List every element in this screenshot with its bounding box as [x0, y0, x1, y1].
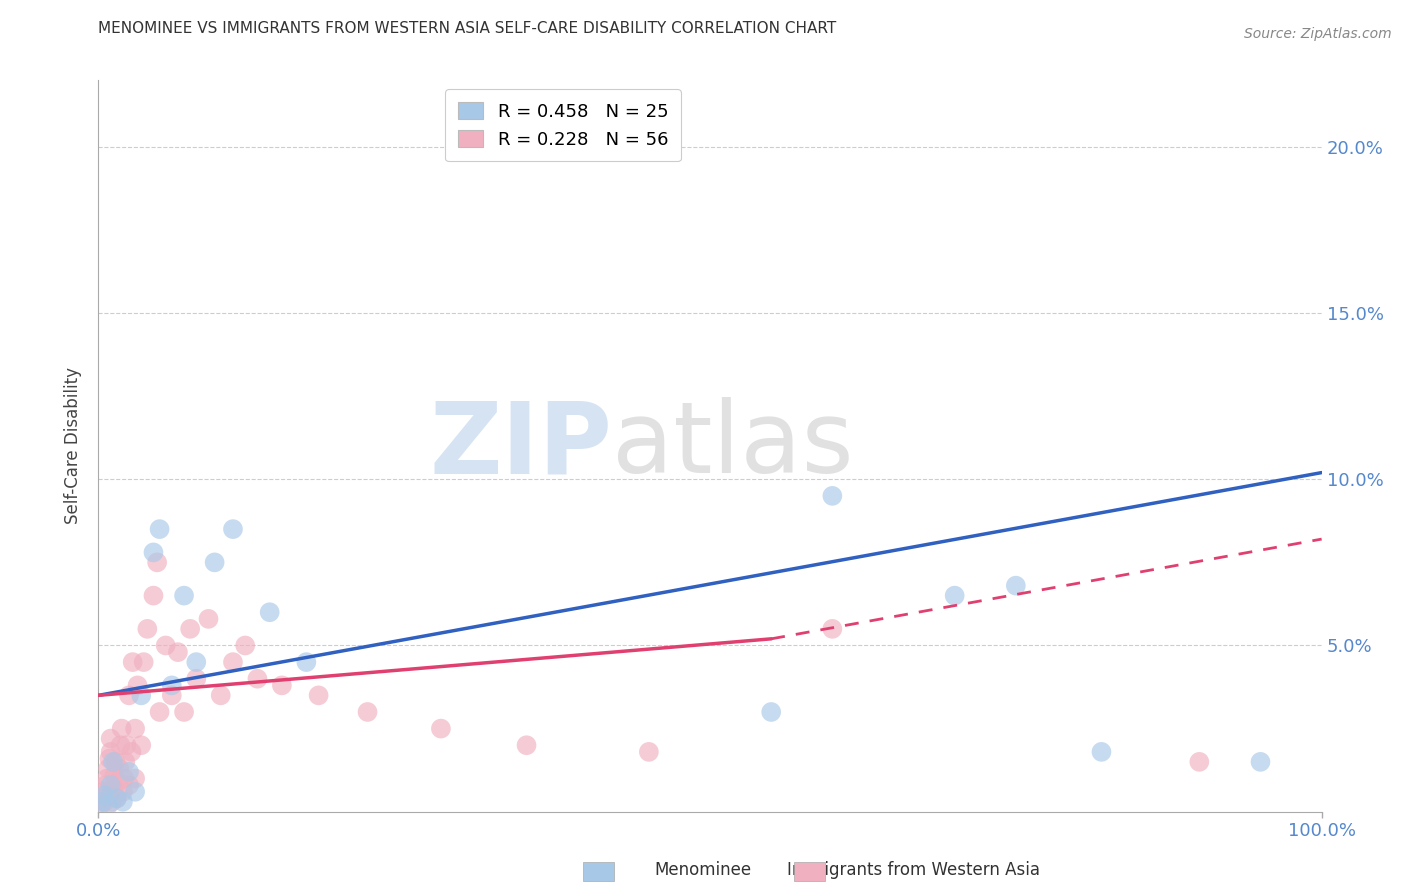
Point — [146, 555, 169, 569]
Point — [105, 791, 128, 805]
Point — [197, 612, 219, 626]
Point — [118, 764, 141, 779]
Point — [222, 522, 245, 536]
Point — [103, 768, 125, 782]
Point — [111, 722, 134, 736]
Point — [142, 545, 165, 559]
Point — [186, 655, 208, 669]
Point — [173, 705, 195, 719]
Point — [118, 778, 141, 792]
Point — [173, 589, 195, 603]
Point — [160, 678, 183, 692]
Text: Immigrants from Western Asia: Immigrants from Western Asia — [787, 861, 1040, 879]
Point — [430, 722, 453, 736]
Point — [100, 745, 122, 759]
Point — [118, 689, 141, 703]
Point — [91, 791, 114, 805]
Point — [112, 772, 135, 786]
Point — [821, 489, 844, 503]
Legend: R = 0.458   N = 25, R = 0.228   N = 56: R = 0.458 N = 25, R = 0.228 N = 56 — [446, 89, 681, 161]
Point — [101, 781, 124, 796]
Point — [100, 778, 122, 792]
Point — [93, 788, 115, 802]
Point — [222, 655, 245, 669]
Point — [356, 705, 378, 719]
Y-axis label: Self-Care Disability: Self-Care Disability — [65, 368, 83, 524]
Point — [516, 738, 538, 752]
Point — [104, 755, 127, 769]
Point — [114, 755, 136, 769]
Point — [100, 788, 122, 802]
Point — [149, 522, 172, 536]
Text: ZIP: ZIP — [429, 398, 612, 494]
Point — [1250, 755, 1272, 769]
Point — [124, 772, 146, 786]
Point — [91, 795, 114, 809]
Point — [127, 678, 149, 692]
Point — [91, 785, 114, 799]
Point — [142, 589, 165, 603]
Point — [115, 738, 138, 752]
Point — [295, 655, 318, 669]
Point — [120, 745, 142, 759]
Point — [167, 645, 190, 659]
Point — [111, 795, 134, 809]
Point — [97, 798, 120, 813]
Point — [1188, 755, 1211, 769]
Point — [108, 762, 131, 776]
Point — [155, 639, 177, 653]
Point — [96, 772, 118, 786]
Point — [943, 589, 966, 603]
Point — [160, 689, 183, 703]
Text: MENOMINEE VS IMMIGRANTS FROM WESTERN ASIA SELF-CARE DISABILITY CORRELATION CHART: MENOMINEE VS IMMIGRANTS FROM WESTERN ASI… — [98, 21, 837, 36]
Point — [308, 689, 330, 703]
Point — [101, 755, 124, 769]
Point — [105, 791, 128, 805]
Point — [90, 798, 112, 813]
Point — [97, 762, 120, 776]
Point — [233, 639, 256, 653]
Point — [136, 622, 159, 636]
Point — [111, 785, 134, 799]
Point — [121, 655, 143, 669]
Point — [124, 785, 146, 799]
Text: atlas: atlas — [612, 398, 853, 494]
Point — [93, 795, 115, 809]
Text: Menominee: Menominee — [654, 861, 752, 879]
Point — [1004, 579, 1026, 593]
Point — [132, 655, 155, 669]
Point — [204, 555, 226, 569]
Point — [270, 678, 294, 692]
Point — [1090, 745, 1112, 759]
Point — [100, 731, 122, 746]
Point — [638, 745, 661, 759]
Point — [186, 672, 208, 686]
Point — [101, 795, 124, 809]
Point — [821, 622, 844, 636]
Text: Source: ZipAtlas.com: Source: ZipAtlas.com — [1244, 27, 1392, 41]
Point — [124, 722, 146, 736]
Point — [94, 778, 117, 792]
Point — [110, 738, 132, 752]
Point — [259, 605, 281, 619]
Point — [129, 689, 152, 703]
Point — [129, 738, 152, 752]
Point — [98, 751, 121, 765]
Point — [149, 705, 172, 719]
Point — [209, 689, 232, 703]
Point — [761, 705, 783, 719]
Point — [179, 622, 201, 636]
Point — [246, 672, 269, 686]
Point — [107, 774, 129, 789]
